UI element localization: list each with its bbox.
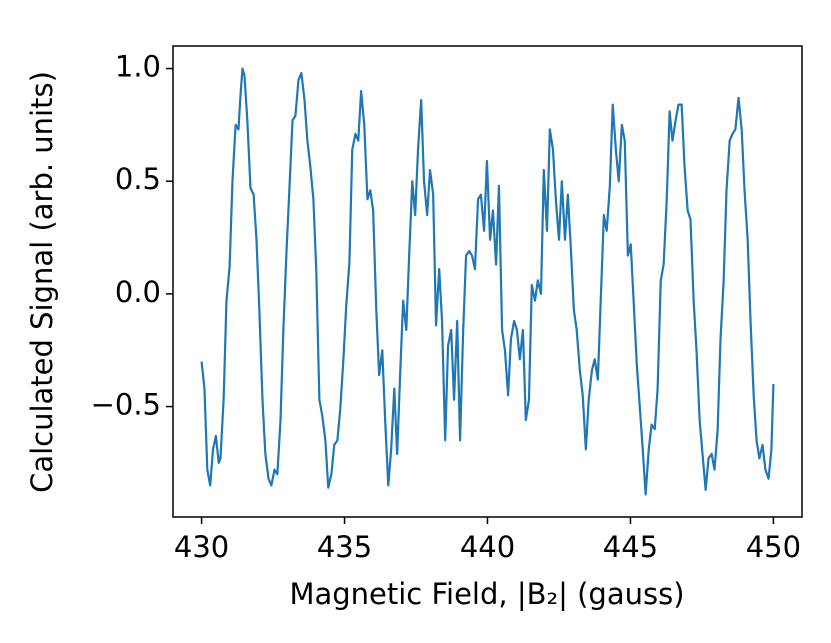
y-tick-label: 0.0 — [115, 275, 161, 309]
x-tick-label: 445 — [603, 530, 658, 564]
data-line — [200, 67, 775, 496]
y-tick-label: 0.5 — [115, 162, 161, 196]
y-axis-label: Calculated Signal (arb. units) — [25, 71, 59, 493]
x-tick-label: 450 — [746, 530, 801, 564]
x-tick-label: 435 — [317, 530, 372, 564]
x-tick-label: 430 — [174, 530, 229, 564]
plot-frame — [172, 45, 803, 518]
x-axis-label: Magnetic Field, |B₂| (gauss) — [289, 577, 684, 611]
y-tick-label: 1.0 — [115, 50, 161, 84]
x-tick-label: 440 — [460, 530, 515, 564]
y-tick-label: −0.5 — [91, 388, 161, 422]
